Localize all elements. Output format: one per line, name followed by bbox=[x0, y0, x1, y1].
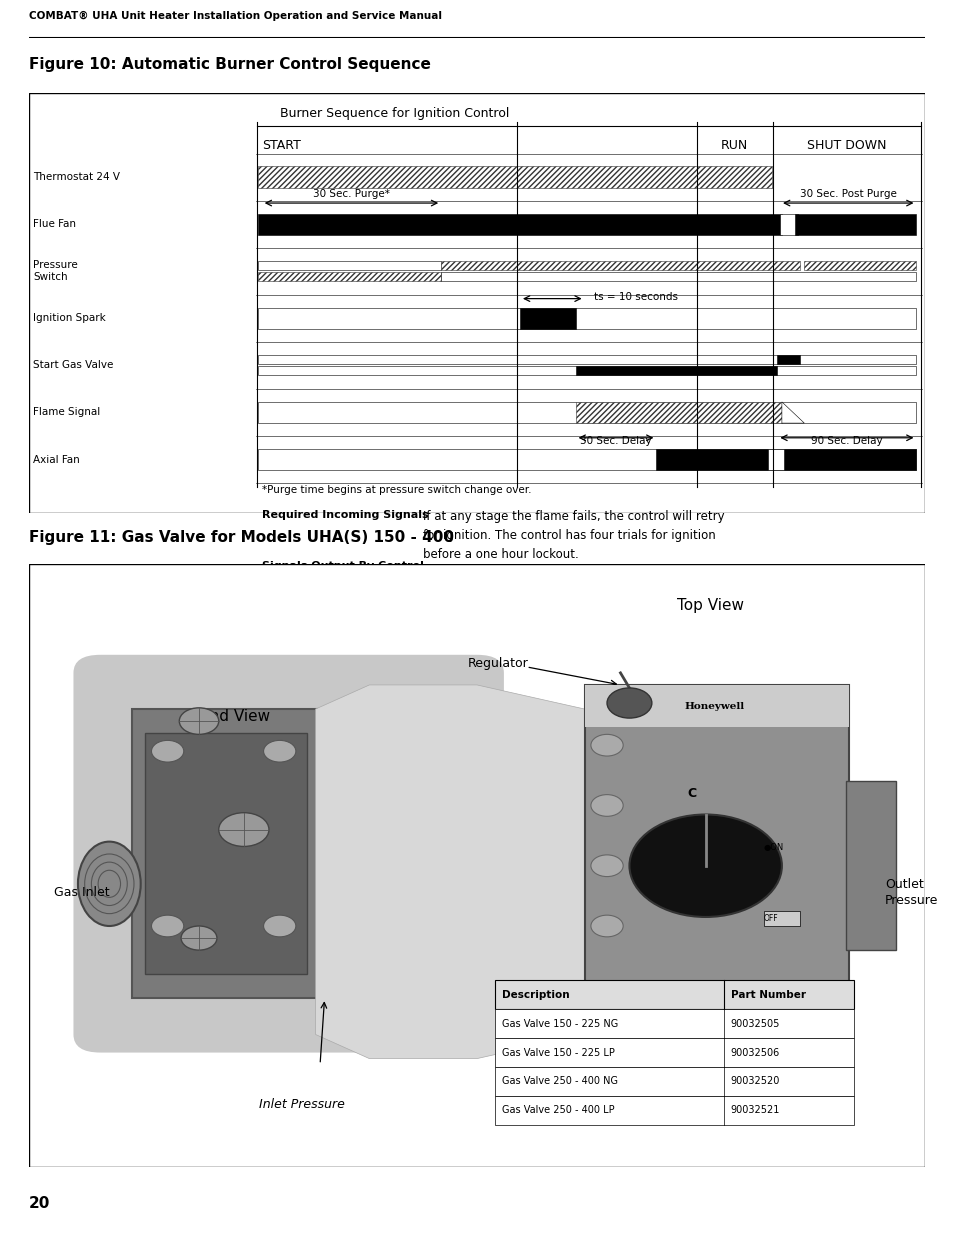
Text: Flue Fan: Flue Fan bbox=[33, 219, 76, 230]
Bar bbox=[763, 911, 799, 926]
Text: 30 Sec. Purge*: 30 Sec. Purge* bbox=[313, 189, 390, 199]
Polygon shape bbox=[315, 685, 584, 1058]
Circle shape bbox=[590, 735, 622, 756]
Text: 20: 20 bbox=[29, 1195, 50, 1212]
Bar bbox=[258, 401, 916, 424]
Circle shape bbox=[590, 855, 622, 877]
Bar bbox=[519, 308, 575, 329]
Text: C: C bbox=[687, 787, 696, 800]
Bar bbox=[575, 401, 781, 424]
Bar bbox=[803, 262, 916, 270]
Circle shape bbox=[152, 915, 184, 937]
Bar bbox=[258, 272, 440, 282]
Polygon shape bbox=[781, 401, 803, 424]
Circle shape bbox=[606, 688, 651, 718]
Text: Required Incoming Signals: Required Incoming Signals bbox=[261, 510, 428, 520]
FancyBboxPatch shape bbox=[73, 655, 503, 1052]
Text: Start Gas Valve: Start Gas Valve bbox=[33, 361, 113, 370]
Text: OFF: OFF bbox=[763, 914, 778, 923]
Text: 90 Sec. Delay: 90 Sec. Delay bbox=[810, 436, 882, 446]
Circle shape bbox=[179, 708, 218, 735]
Bar bbox=[795, 214, 916, 235]
Bar bbox=[495, 1067, 853, 1095]
Text: Flame Signal: Flame Signal bbox=[33, 408, 100, 417]
Bar bbox=[261, 521, 351, 536]
Bar bbox=[495, 1039, 853, 1067]
Bar bbox=[777, 356, 799, 364]
Bar bbox=[258, 450, 916, 471]
Text: Gas Valve 250 - 400 LP: Gas Valve 250 - 400 LP bbox=[501, 1105, 614, 1115]
Ellipse shape bbox=[78, 841, 141, 926]
Bar bbox=[258, 167, 771, 188]
Text: START: START bbox=[261, 138, 300, 152]
Text: Pressure
Switch: Pressure Switch bbox=[33, 261, 78, 282]
Bar bbox=[495, 1009, 853, 1039]
Text: COMBAT® UHA Unit Heater Installation Operation and Service Manual: COMBAT® UHA Unit Heater Installation Ope… bbox=[29, 11, 441, 21]
Text: Outlet
Pressure: Outlet Pressure bbox=[884, 878, 938, 908]
Circle shape bbox=[218, 813, 269, 846]
Circle shape bbox=[263, 740, 295, 762]
Bar bbox=[258, 356, 916, 364]
Bar bbox=[440, 262, 799, 270]
Text: 90032521: 90032521 bbox=[730, 1105, 780, 1115]
Text: Gas Valve 150 - 225 NG: Gas Valve 150 - 225 NG bbox=[501, 1019, 618, 1029]
Bar bbox=[145, 734, 306, 974]
Text: If at any stage the flame fails, the control will retry
for ignition. The contro: If at any stage the flame fails, the con… bbox=[423, 510, 724, 562]
Text: Regulator: Regulator bbox=[468, 657, 528, 671]
Circle shape bbox=[590, 794, 622, 816]
Text: *Purge time begins at pressure switch change over.: *Purge time begins at pressure switch ch… bbox=[261, 485, 531, 495]
Text: 90032505: 90032505 bbox=[730, 1019, 780, 1029]
Bar bbox=[584, 685, 848, 727]
Text: Figure 11: Gas Valve for Models UHA(S) 150 - 400: Figure 11: Gas Valve for Models UHA(S) 1… bbox=[29, 530, 453, 545]
Bar bbox=[656, 450, 916, 471]
Circle shape bbox=[629, 815, 781, 916]
Text: Gas Inlet: Gas Inlet bbox=[53, 887, 110, 899]
Bar bbox=[780, 214, 798, 235]
Text: Ignition Spark: Ignition Spark bbox=[33, 314, 106, 324]
Text: End View: End View bbox=[199, 709, 270, 724]
Text: Top View: Top View bbox=[676, 598, 743, 613]
Circle shape bbox=[152, 740, 184, 762]
Bar bbox=[258, 308, 916, 329]
Text: Signals Output By Control: Signals Output By Control bbox=[261, 561, 423, 571]
Circle shape bbox=[590, 915, 622, 937]
Text: 90032506: 90032506 bbox=[730, 1047, 780, 1057]
Text: Axial Fan: Axial Fan bbox=[33, 454, 80, 464]
Text: RUN: RUN bbox=[720, 138, 748, 152]
Bar bbox=[261, 569, 351, 584]
Text: ●ON: ●ON bbox=[763, 844, 783, 852]
Text: Description: Description bbox=[501, 989, 569, 999]
Bar bbox=[767, 450, 782, 471]
Text: 30 Sec. Post Purge: 30 Sec. Post Purge bbox=[799, 189, 896, 199]
Text: Inlet Pressure: Inlet Pressure bbox=[259, 1098, 345, 1110]
Bar bbox=[132, 709, 329, 998]
Bar bbox=[575, 367, 777, 375]
Bar bbox=[440, 272, 916, 282]
Text: Thermostat 24 V: Thermostat 24 V bbox=[33, 172, 120, 182]
Text: 90032520: 90032520 bbox=[730, 1077, 780, 1087]
Bar bbox=[258, 262, 440, 270]
Text: ts = 10 seconds: ts = 10 seconds bbox=[593, 291, 677, 301]
Text: Part Number: Part Number bbox=[730, 989, 805, 999]
Text: Burner Sequence for Ignition Control: Burner Sequence for Ignition Control bbox=[279, 107, 509, 120]
Bar bbox=[845, 782, 895, 950]
Text: Figure 10: Automatic Burner Control Sequence: Figure 10: Automatic Burner Control Sequ… bbox=[29, 57, 430, 72]
Circle shape bbox=[263, 915, 295, 937]
Bar bbox=[258, 367, 916, 375]
Text: Honeywell: Honeywell bbox=[684, 701, 744, 710]
Bar bbox=[495, 981, 853, 1009]
Text: 30 Sec. Delay: 30 Sec. Delay bbox=[579, 436, 651, 446]
Circle shape bbox=[181, 926, 216, 950]
Text: SHUT DOWN: SHUT DOWN bbox=[806, 138, 885, 152]
Bar bbox=[584, 685, 848, 1023]
Text: Gas Valve 250 - 400 NG: Gas Valve 250 - 400 NG bbox=[501, 1077, 618, 1087]
Bar bbox=[495, 1095, 853, 1125]
Text: Gas Valve 150 - 225 LP: Gas Valve 150 - 225 LP bbox=[501, 1047, 615, 1057]
Bar bbox=[258, 214, 781, 235]
